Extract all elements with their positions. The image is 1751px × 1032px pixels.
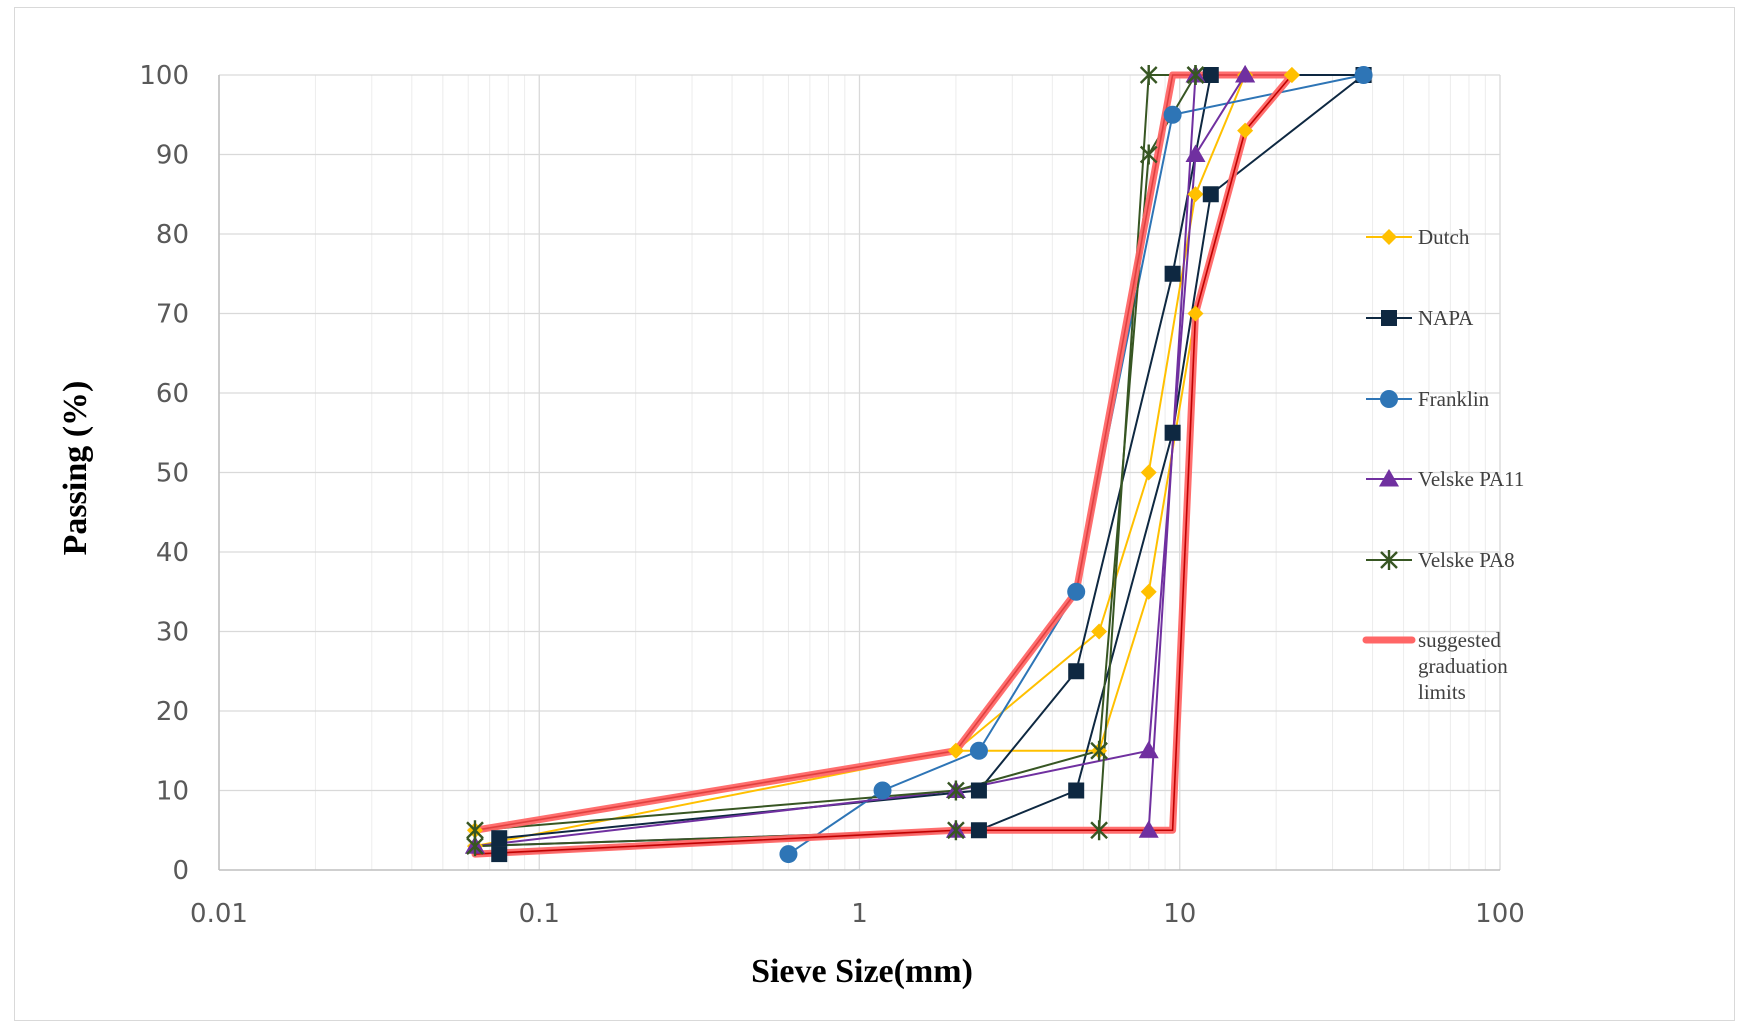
legend-label: graduation [1418,654,1508,678]
legend-label: limits [1418,680,1466,704]
data-point [1139,144,1158,165]
data-point [1379,469,1399,487]
data-point [1068,782,1085,799]
legend-label: suggested [1418,628,1501,652]
y-tick-label: 30 [156,618,189,648]
x-tick-label: 1 [851,899,868,929]
data-point [491,830,508,847]
legend-item: NAPA [1366,306,1474,330]
data-point [1381,229,1397,245]
data-point [1283,67,1300,83]
x-tick-label: 0.01 [190,899,248,929]
data-point [969,741,988,760]
data-point [873,781,892,800]
legend-item: Velske PA8 [1366,548,1515,572]
series-line [499,74,1365,856]
tick-labels: 0 10 20 30 40 50 60 70 80 90 100 0.01 0.1 1 10 100 [139,61,1524,929]
series-line [474,74,1293,832]
data-point [1380,550,1398,570]
data-point [779,845,798,864]
data-point [1163,105,1182,124]
data-point [1380,390,1398,408]
legend: Dutch NAPA Franklin Velske PA11 Velske PA8 su… [1362,225,1524,704]
data-point [466,836,484,857]
legend-label: Dutch [1418,225,1470,249]
grid [218,74,1501,870]
series-line [474,74,1292,848]
series-markers [464,65,1373,864]
x-tick-label: 10 [1163,899,1196,929]
data-point [947,742,964,759]
y-tick-label: 0 [172,856,189,886]
series-line [499,74,1364,840]
data-point [1091,623,1108,640]
data-point [947,780,965,801]
legend-item: Franklin [1366,387,1490,411]
legend-label: Velske PA8 [1418,548,1515,572]
data-point [1164,265,1181,282]
data-point [1186,65,1205,85]
data-point [970,782,987,799]
limit-line [471,71,1296,834]
data-point [1138,820,1159,838]
data-point [1354,66,1373,84]
data-point [1140,464,1157,481]
series-line [787,74,1364,855]
limit-line-core [474,74,1292,832]
data-point [1235,65,1256,83]
data-point [1068,663,1085,680]
data-point [1237,122,1254,139]
x-tick-label: 100 [1475,899,1525,929]
limit-line-core [474,74,1293,855]
data-point [1381,310,1397,326]
legend-label: Velske PA11 [1418,467,1524,491]
y-tick-label: 90 [156,141,189,171]
y-tick-label: 10 [156,777,189,807]
data-point [1185,144,1206,162]
data-point [1164,424,1181,441]
data-point [1067,582,1086,601]
axes [218,75,1500,871]
legend-label: Franklin [1418,387,1490,411]
y-tick-label: 40 [156,538,189,568]
legend-label: NAPA [1418,306,1474,330]
y-tick-label: 100 [139,61,189,91]
data-point [1138,740,1159,759]
y-tick-label: 20 [156,697,189,727]
data-point [947,820,965,841]
chart-frame [14,7,1735,1021]
data-point [1140,583,1157,600]
y-tick-label: 70 [156,300,189,330]
y-tick-label: 50 [156,459,189,489]
series-line [474,74,1197,832]
data-point [1187,186,1204,203]
legend-item: Velske PA11 [1366,467,1524,491]
data-point [491,846,508,863]
series-lines [471,71,1365,858]
data-point [1202,186,1219,203]
y-tick-label: 60 [156,379,189,409]
data-point [970,822,987,839]
x-tick-label: 0.1 [519,899,560,929]
data-point [1187,305,1204,322]
data-point [1202,67,1219,83]
series-line [474,74,1196,848]
y-axis-title: Passing (%) [57,381,94,556]
x-axis-title: Sieve Size(mm) [751,953,973,990]
data-point [1090,820,1108,841]
data-point [1090,740,1108,761]
y-tick-label: 80 [156,220,189,250]
data-point [1139,65,1158,85]
legend-item: Dutch [1366,225,1470,249]
